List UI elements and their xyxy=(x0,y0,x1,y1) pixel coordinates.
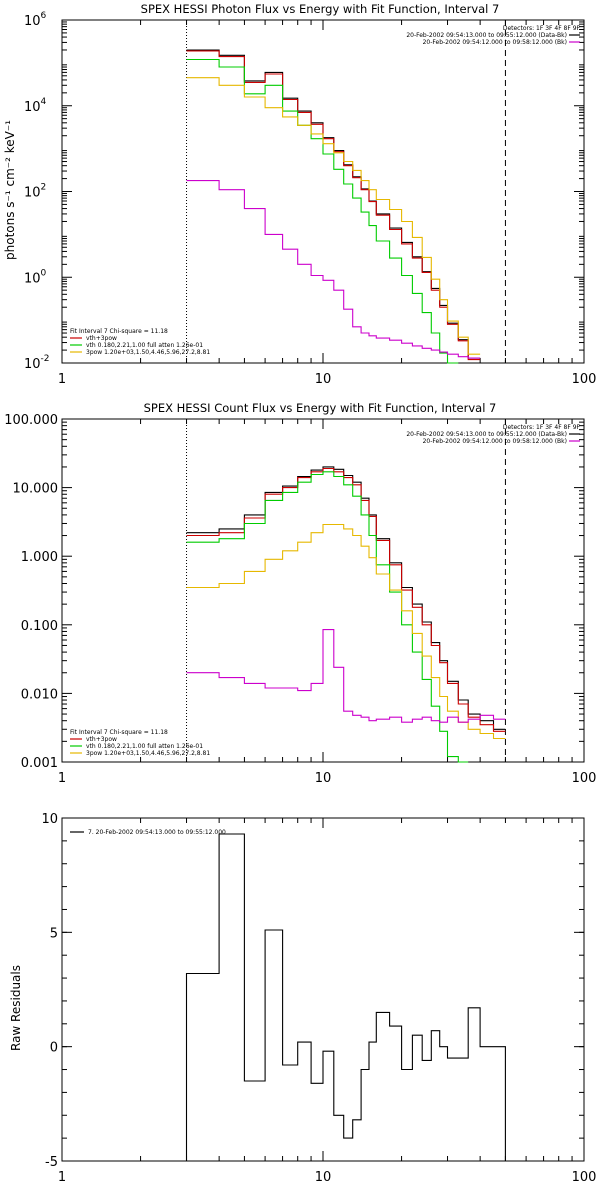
series-background xyxy=(186,629,506,723)
fit-legend-thermal: vth 0.180,2.21,1.00 full atten 1.26e-01 xyxy=(86,342,203,349)
y-tick-label: 5 xyxy=(50,926,58,941)
fit-legend-total: vth+3pow xyxy=(86,335,117,342)
residuals-panel: Raw Residuals 1 10 100 -5 0 5 10 7. 20-Feb-20… xyxy=(9,812,596,1185)
legend-entry-background: 20-Feb-2002 09:54:12.000 to 09:58:12.000… xyxy=(423,438,567,445)
photon-flux-fit-legend: Fit Interval 7 Chi-square = 11.18 vth+3p… xyxy=(70,328,210,356)
y-tick-label: 0 xyxy=(50,1041,58,1056)
photon-flux-title: SPEX HESSI Photon Flux vs Energy with Fi… xyxy=(141,2,500,16)
x-tick-label: 100 xyxy=(572,771,597,786)
x-tick-label: 10 xyxy=(315,372,332,387)
fit-legend-powerlaw: 3pow 1.20e+03,1.50,4.46,5.96,27.2,8.81 xyxy=(86,349,210,356)
series-data xyxy=(186,466,506,730)
y-tick-label: 104 xyxy=(24,97,47,115)
x-tick-label: 100 xyxy=(572,372,597,387)
legend-entry-data: 20-Feb-2002 09:54:13.000 to 09:55:12.000… xyxy=(406,431,567,438)
x-tick-label: 1 xyxy=(58,1170,66,1185)
fit-legend-thermal: vth 0.180,2.21,1.00 full atten 1.26e-01 xyxy=(86,743,203,750)
series-thermal xyxy=(186,58,459,364)
y-tick-label: 100.000 xyxy=(4,413,58,428)
y-tick-label: 10 xyxy=(41,812,58,827)
photon-flux-detectors-legend: Detectors: 1F 3F 4F 8F 9F 20-Feb-2002 09… xyxy=(406,25,580,46)
detectors-label: Detectors: 1F 3F 4F 8F 9F xyxy=(503,25,581,32)
y-tick-label: 0.001 xyxy=(21,756,58,771)
count-flux-x-ticks: 1 10 100 xyxy=(58,419,597,786)
y-tick-label: 0.010 xyxy=(21,687,58,702)
y-tick-label: 102 xyxy=(24,183,46,201)
fit-legend-header: Fit Interval 7 Chi-square = 11.18 xyxy=(70,328,168,335)
y-tick-label: 106 xyxy=(24,11,47,29)
photon-flux-y-axis-label: photons s⁻¹ cm⁻² keV⁻¹ xyxy=(3,120,17,260)
series-thermal xyxy=(186,471,469,763)
detectors-label: Detectors: 1F 3F 4F 8F 9F xyxy=(503,424,581,431)
residuals-y-axis-label: Raw Residuals xyxy=(9,965,23,1051)
count-flux-interval-lines xyxy=(186,419,506,762)
photon-flux-y-ticks: 10-2 100 102 104 106 xyxy=(24,11,584,372)
series-powerlaw xyxy=(186,523,506,740)
residuals-y-ticks: -5 0 5 10 xyxy=(41,812,584,1170)
legend-entry-data: 20-Feb-2002 09:54:13.000 to 09:55:12.000… xyxy=(406,32,567,39)
series-data xyxy=(186,49,481,359)
fit-legend-header: Fit Interval 7 Chi-square = 11.18 xyxy=(70,729,168,736)
x-tick-label: 100 xyxy=(572,1170,597,1185)
y-tick-label: 10-2 xyxy=(24,354,50,372)
fit-legend-powerlaw: 3pow 1.20e+03,1.50,4.46,5.96,27.2,8.81 xyxy=(86,750,210,757)
series-powerlaw xyxy=(186,77,481,355)
count-flux-y-ticks: 0.001 0.010 0.100 1.000 10.000 100.000 xyxy=(4,413,584,771)
series-total xyxy=(186,467,506,732)
count-flux-series xyxy=(186,466,506,763)
residuals-x-ticks: 1 10 100 xyxy=(58,818,597,1185)
x-tick-label: 10 xyxy=(315,1170,332,1185)
y-tick-label: 0.100 xyxy=(21,619,58,634)
y-tick-label: 1.000 xyxy=(21,550,58,565)
y-tick-label: -5 xyxy=(45,1155,58,1170)
residuals-legend: 7. 20-Feb-2002 09:54:13.000 to 09:55:12.… xyxy=(70,829,226,836)
count-flux-fit-legend: Fit Interval 7 Chi-square = 11.18 vth+3p… xyxy=(70,729,210,757)
count-flux-panel: SPEX HESSI Count Flux vs Energy with Fit… xyxy=(4,401,596,786)
y-tick-label: 10.000 xyxy=(13,482,59,497)
count-flux-title: SPEX HESSI Count Flux vs Energy with Fit… xyxy=(144,401,497,415)
series-total xyxy=(186,50,481,361)
series-background xyxy=(186,180,481,359)
photon-flux-x-ticks: 1 10 100 xyxy=(58,20,597,387)
x-tick-label: 10 xyxy=(315,771,332,786)
series-residuals xyxy=(185,833,506,1161)
y-tick-label: 100 xyxy=(24,268,47,286)
photon-flux-panel: SPEX HESSI Photon Flux vs Energy with Fi… xyxy=(3,2,596,387)
photon-flux-interval-lines xyxy=(186,20,506,363)
photon-flux-series xyxy=(186,49,481,364)
residuals-series xyxy=(185,833,506,1161)
x-tick-label: 1 xyxy=(58,771,66,786)
fit-legend-total: vth+3pow xyxy=(86,736,117,743)
count-flux-detectors-legend: Detectors: 1F 3F 4F 8F 9F 20-Feb-2002 09… xyxy=(406,424,580,445)
residuals-legend-label: 7. 20-Feb-2002 09:54:13.000 to 09:55:12.… xyxy=(88,829,226,836)
legend-entry-background: 20-Feb-2002 09:54:12.000 to 09:58:12.000… xyxy=(423,39,567,46)
x-tick-label: 1 xyxy=(58,372,66,387)
